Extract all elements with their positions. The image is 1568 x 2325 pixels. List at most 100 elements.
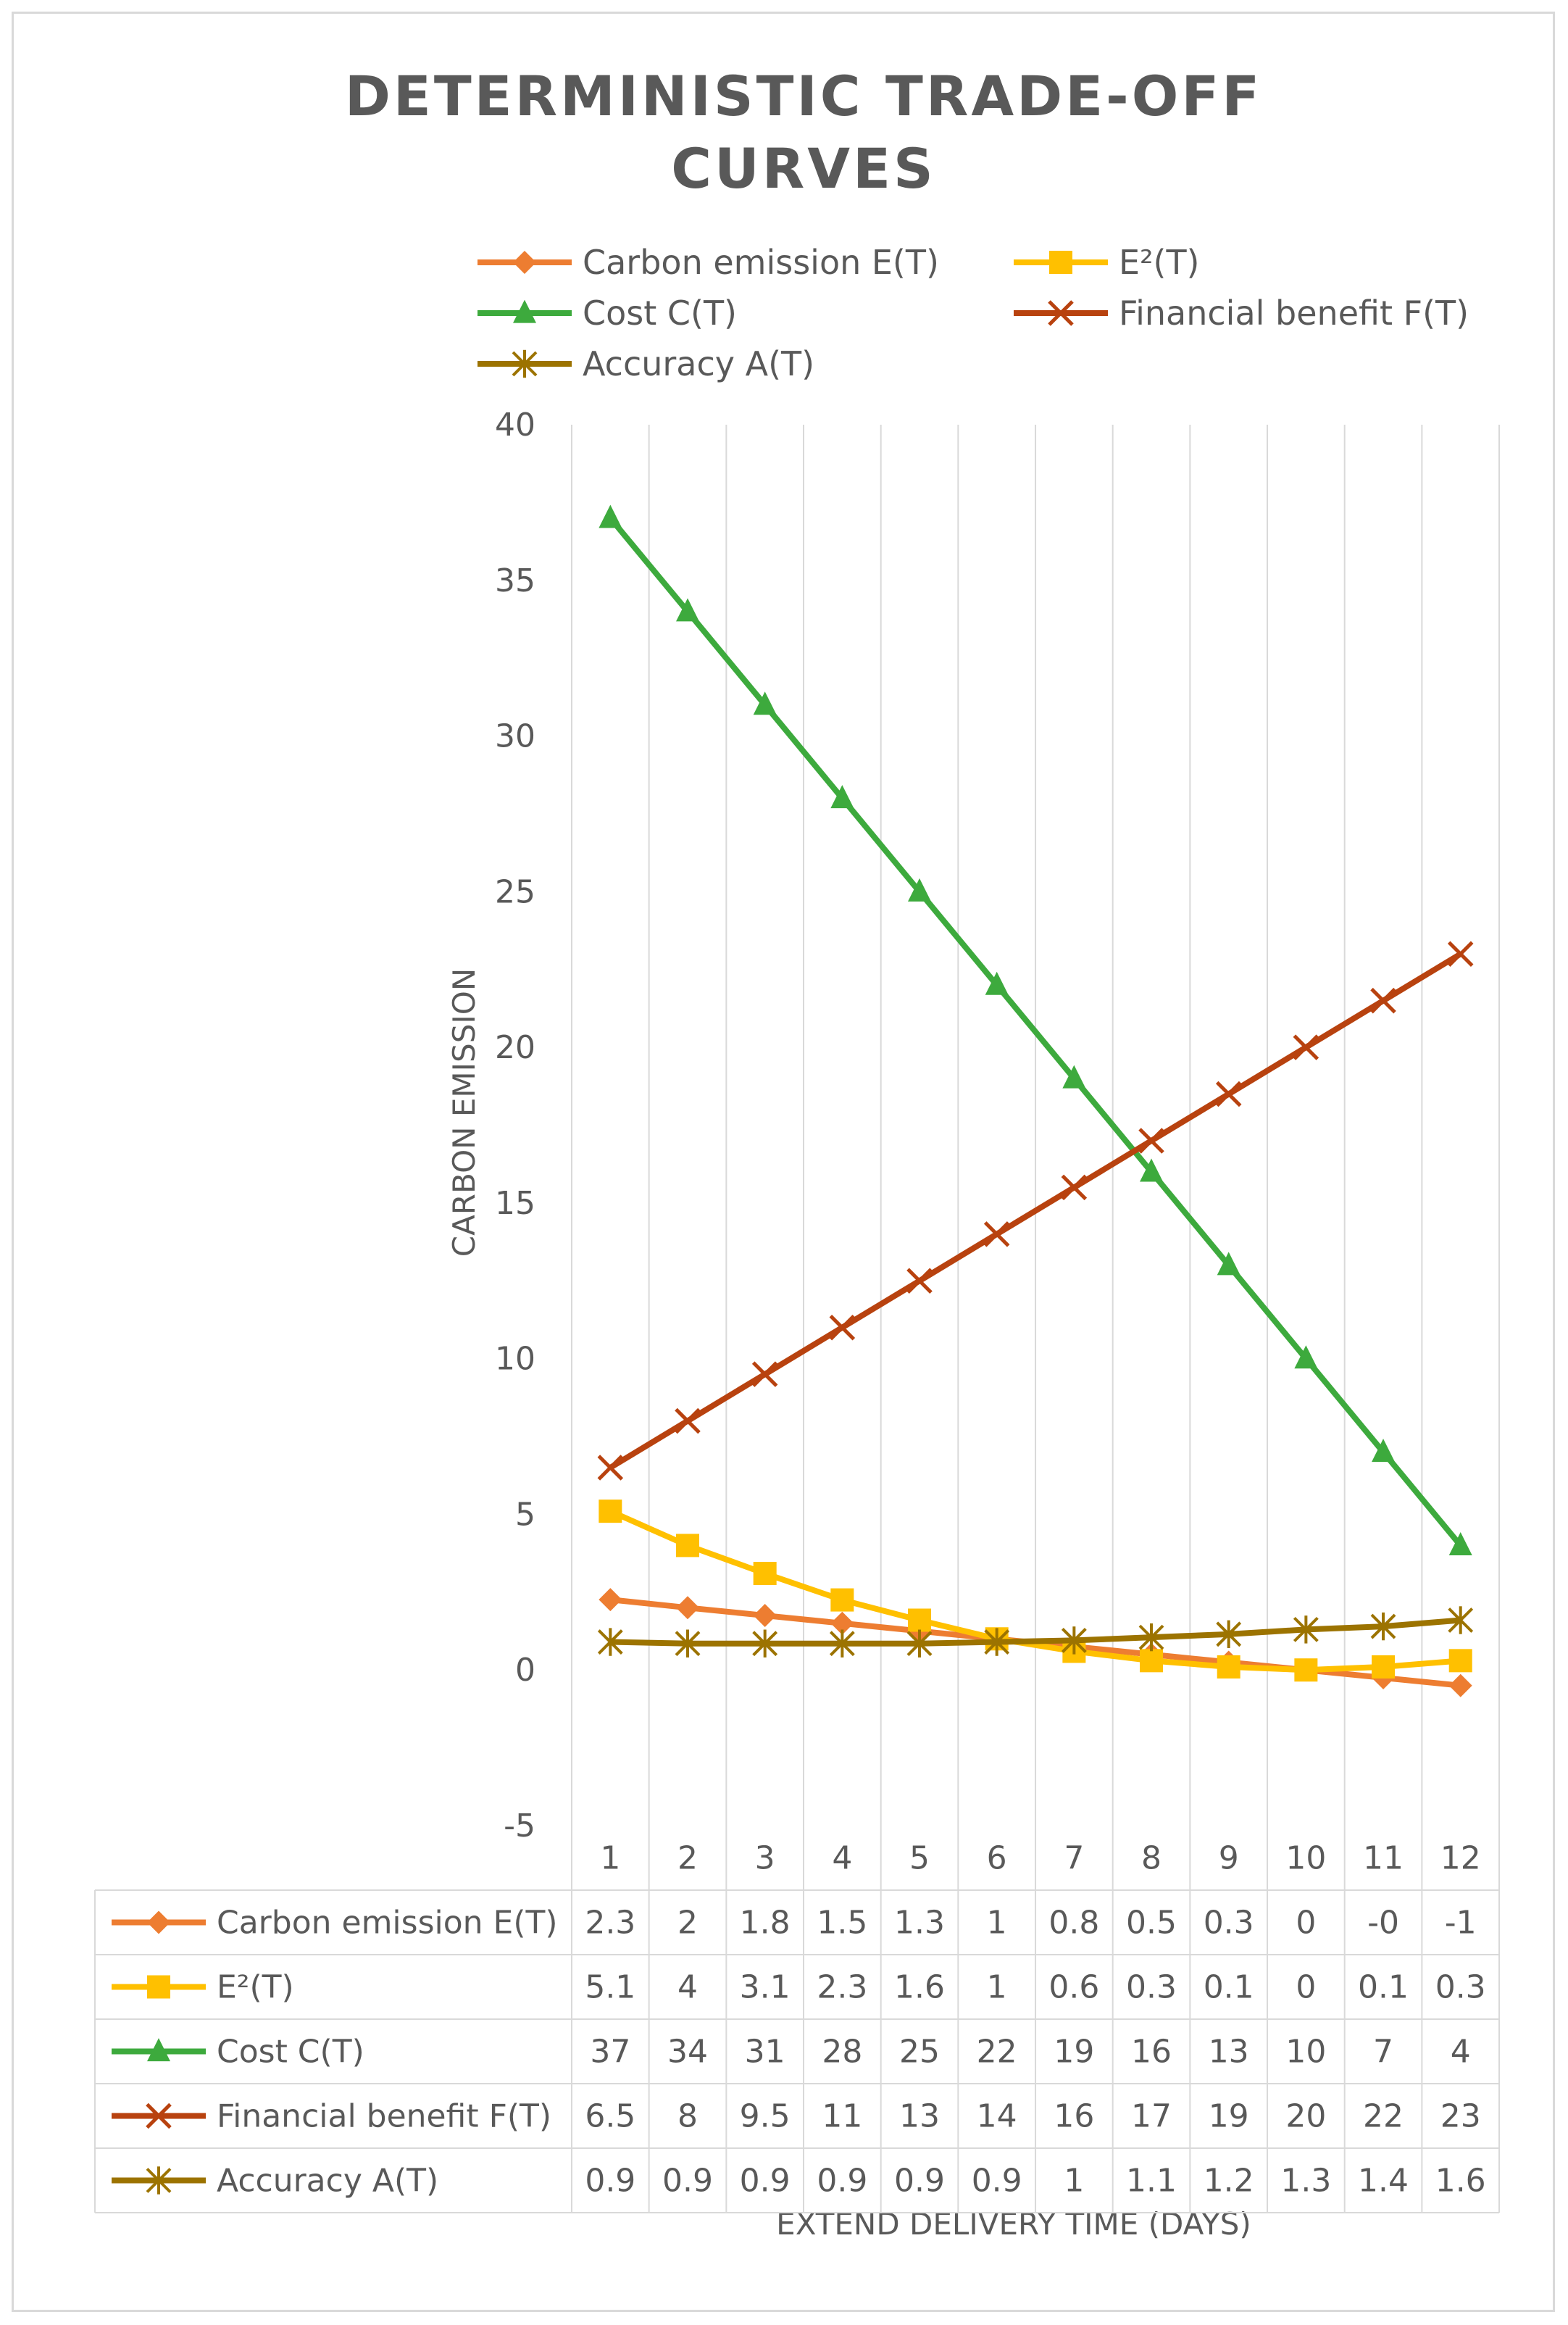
data-point: [597, 1628, 623, 1656]
data-point: [906, 1268, 933, 1294]
data-point: [1217, 1252, 1240, 1276]
table-cell: 4: [677, 1969, 698, 2006]
x-tick-label: 5: [909, 1840, 930, 1877]
table-cell: 8: [677, 2098, 698, 2135]
y-tick-label: 25: [495, 873, 535, 910]
table-cell: 2.3: [817, 1969, 867, 2006]
data-point: [597, 1455, 624, 1481]
x-tick-label: 2: [677, 1840, 698, 1877]
table-cell: 14: [977, 2098, 1017, 2135]
table-cell: 11: [822, 2098, 862, 2135]
data-point: [1138, 1128, 1164, 1154]
data-point: [599, 1500, 622, 1523]
series-3: [597, 941, 1474, 1481]
table-cell: 0.8: [1048, 1905, 1099, 1942]
series-1: [599, 1500, 1472, 1682]
y-tick-label: 20: [495, 1029, 535, 1066]
table-cell: 10: [1285, 2034, 1326, 2071]
x-tick-label: 11: [1363, 1840, 1404, 1877]
data-point: [1216, 1620, 1242, 1649]
table-key-marker: [146, 2166, 172, 2195]
table-cell: 37: [590, 2034, 630, 2071]
data-point: [983, 1221, 1010, 1247]
data-point: [830, 785, 854, 809]
series-line: [609, 1508, 1461, 1673]
table-cell: 0.9: [740, 2163, 791, 2200]
data-point: [599, 504, 622, 528]
data-point: [1294, 1345, 1318, 1369]
data-point: [908, 1608, 932, 1632]
data-point: [1447, 941, 1474, 968]
data-point: [1448, 1606, 1474, 1634]
table-cell: 20: [1285, 2098, 1326, 2135]
data-point: [675, 1407, 701, 1434]
data-point: [830, 1611, 854, 1635]
table-cell: 0.9: [972, 2163, 1022, 2200]
data-point: [1061, 1174, 1088, 1201]
data-point: [908, 878, 932, 902]
data-point: [1062, 1065, 1086, 1089]
data-point: [829, 1314, 856, 1341]
table-series-label: Cost C(T): [217, 2034, 364, 2071]
legend-label: Financial benefit F(T): [1119, 294, 1469, 333]
data-point: [985, 971, 1009, 995]
table-cell: 25: [899, 2034, 940, 2071]
table-cell: 31: [745, 2034, 785, 2071]
data-point: [753, 1562, 777, 1586]
chart-title-line-2: CURVES: [671, 136, 935, 201]
y-axis-title: CARBON EMISSION: [446, 968, 482, 1257]
legend-key-marker: [1048, 300, 1074, 326]
table-cell: 28: [822, 2034, 862, 2071]
table-cell: 0.9: [817, 2163, 867, 2200]
y-tick-label: 5: [515, 1496, 535, 1533]
data-point: [1372, 1439, 1396, 1463]
data-point: [751, 1361, 778, 1387]
table-cell: 17: [1131, 2098, 1172, 2135]
table-cell: 0.1: [1358, 1969, 1409, 2006]
data-point: [1370, 987, 1396, 1014]
data-point: [906, 1629, 933, 1658]
legend-label: Accuracy A(T): [583, 344, 814, 383]
table-cell: 1.5: [817, 1905, 867, 1942]
table-key-marker: [146, 2103, 172, 2129]
x-tick-label: 8: [1141, 1840, 1162, 1877]
data-point: [1448, 1649, 1472, 1673]
table-cell: 2: [677, 1905, 698, 1942]
table-cell: 1.4: [1358, 2163, 1409, 2200]
table-cell: 4: [1451, 2034, 1471, 2071]
table-cell: 1.6: [1435, 2163, 1486, 2200]
x-tick-label: 6: [987, 1840, 1007, 1877]
table-cell: 0.9: [585, 2163, 635, 2200]
table-cell: 19: [1209, 2098, 1249, 2135]
table-cell: 1: [1064, 2163, 1084, 2200]
chart-frame: DETERMINISTIC TRADE-OFF CURVES CARBON EM…: [12, 12, 1555, 2312]
table-cell: 1.1: [1126, 2163, 1177, 2200]
table-cell: 1: [987, 1969, 1007, 2006]
table-cell: 0.5: [1126, 1905, 1177, 1942]
legend: Carbon emission E(T) E²(T) Cost C(T) Financ…: [478, 243, 1469, 383]
table-cell: 2.3: [585, 1905, 635, 1942]
data-point: [1370, 1612, 1396, 1641]
table-cell: 0: [1296, 1905, 1316, 1942]
data-point: [753, 1604, 777, 1628]
legend-key-marker: [1049, 251, 1072, 274]
y-tick-label: 40: [495, 407, 535, 444]
data-point: [1372, 1655, 1396, 1679]
table-cell: 22: [977, 2034, 1017, 2071]
x-tick-label: 12: [1440, 1840, 1481, 1877]
y-tick-label: 35: [495, 562, 535, 599]
table-cell: 1.8: [740, 1905, 791, 1942]
x-tick-label: 1: [600, 1840, 620, 1877]
table-cell: 0.9: [894, 2163, 945, 2200]
table-cell: 13: [1209, 2034, 1249, 2071]
table-cell: 22: [1363, 2098, 1404, 2135]
data-point: [1061, 1626, 1087, 1655]
table-cell: 1.2: [1204, 2163, 1254, 2200]
series-4: [597, 1606, 1474, 1658]
series-line: [609, 951, 1462, 1471]
series-line: [610, 1617, 1461, 1647]
x-tick-label: 9: [1219, 1840, 1239, 1877]
y-tick-label: 0: [515, 1652, 535, 1689]
legend-label: Carbon emission E(T): [583, 243, 939, 282]
table-cell: 0: [1296, 1969, 1316, 2006]
